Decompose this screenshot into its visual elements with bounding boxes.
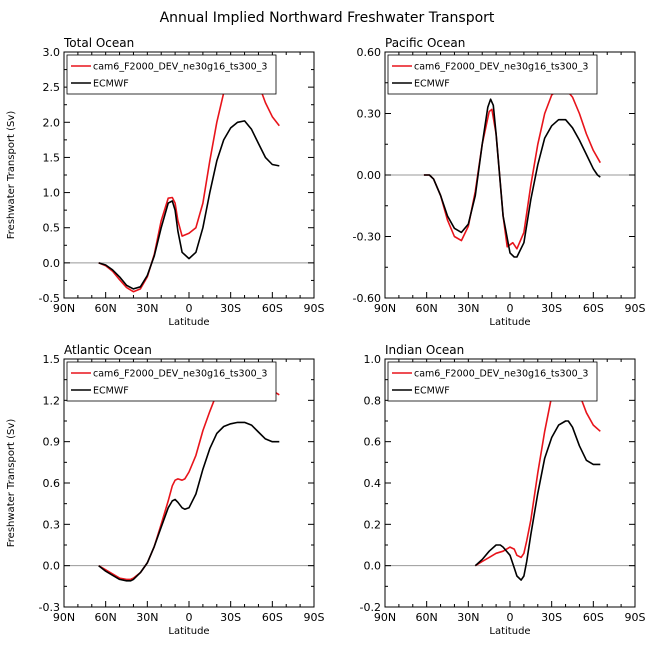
total-ocean-x-tick-label: 30N <box>136 302 158 315</box>
indian-ocean-x-tick-label: 0 <box>507 611 514 624</box>
indian-ocean-x-tick-label: 30S <box>541 611 562 624</box>
indian-ocean-y-tick-label: -0.2 <box>360 601 381 614</box>
pacific-ocean-legend: cam6_F2000_DEV_ne30g16_ts300_3 ECMWF <box>387 54 598 95</box>
total-ocean-y-tick-label: 1.5 <box>43 151 61 164</box>
indian-ocean-y-tick-label: 0.6 <box>364 436 382 449</box>
indian-ocean-legend-box <box>387 361 598 402</box>
atlantic-ocean-x-tick-label: 0 <box>186 611 193 624</box>
atlantic-ocean-y-tick-label: 1.5 <box>43 353 61 366</box>
atlantic-ocean-y-tick-label: -0.3 <box>39 601 60 614</box>
atlantic-ocean-x-tick-label: 60N <box>95 611 117 624</box>
indian-ocean-x-tick-label: 60S <box>583 611 604 624</box>
indian-ocean-y-tick-label: 1.0 <box>364 353 382 366</box>
total-ocean-y-tick-label: 0.5 <box>43 222 61 235</box>
indian-ocean-y-tick-label: 0.4 <box>364 477 382 490</box>
indian-ocean-y-tick-label: 0.0 <box>364 560 382 573</box>
atlantic-ocean-x-tick-label: 90N <box>53 611 75 624</box>
atlantic-ocean-chart: 90N 60N 30N 0 30S 60S 90S -0.3 0.0 0.3 0.6 0.9 1.2 1.… <box>6 343 325 637</box>
atlantic-ocean-legend-label: ECMWF <box>93 386 129 397</box>
atlantic-ocean-y-tick-label: 0.3 <box>43 518 61 531</box>
atlantic-ocean-legend-box <box>66 361 277 402</box>
indian-ocean-x-tick-label: 90N <box>374 611 396 624</box>
atlantic-ocean-y-tick-label: 0.6 <box>43 477 61 490</box>
atlantic-ocean-legend-label: cam6_F2000_DEV_ne30g16_ts300_3 <box>93 369 267 380</box>
total-ocean-x-label: Latitude <box>168 317 209 328</box>
atlantic-ocean-y-tick-label: 1.2 <box>43 394 61 407</box>
pacific-ocean-legend-box <box>387 54 598 95</box>
total-ocean-series-ecmwf <box>98 120 280 290</box>
pacific-ocean-y-tick-label: 0.30 <box>357 108 382 121</box>
total-ocean-y-tick-label: 2.5 <box>43 81 61 94</box>
total-ocean-y-tick-label: -0.5 <box>39 292 60 305</box>
indian-ocean-y-tick-label: 0.2 <box>364 518 382 531</box>
atlantic-ocean-series-ecmwf <box>98 421 280 582</box>
pacific-ocean-x-tick-label: 60N <box>416 302 438 315</box>
pacific-ocean-x-tick-label: 30N <box>457 302 479 315</box>
total-ocean-title: Total Ocean <box>63 36 134 50</box>
indian-ocean-legend: cam6_F2000_DEV_ne30g16_ts300_3 ECMWF <box>387 361 598 402</box>
pacific-ocean-x-tick-label: 60S <box>583 302 604 315</box>
pacific-ocean-chart: 90N 60N 30N 0 30S 60S 90S -0.60 -0.30 0.00 0.30 0.6… <box>353 36 646 328</box>
total-ocean-legend-label: ECMWF <box>93 79 129 90</box>
indian-ocean-title: Indian Ocean <box>385 343 464 357</box>
pacific-ocean-y-tick-label: 0.00 <box>357 169 382 182</box>
pacific-ocean-x-tick-label: 30S <box>541 302 562 315</box>
figure-title: Annual Implied Northward Freshwater Tran… <box>160 10 495 26</box>
total-ocean-x-tick-label: 30S <box>220 302 241 315</box>
indian-ocean-x-tick-label: 90S <box>625 611 646 624</box>
atlantic-ocean-x-tick-label: 60S <box>262 611 283 624</box>
total-ocean-y-tick-label: 3.0 <box>43 46 61 59</box>
total-ocean-x-tick-label: 90S <box>304 302 325 315</box>
total-ocean-y-tick-label: 0.0 <box>43 257 61 270</box>
total-ocean-legend-label: cam6_F2000_DEV_ne30g16_ts300_3 <box>93 62 267 73</box>
indian-ocean-y-tick-label: 0.8 <box>364 394 382 407</box>
atlantic-ocean-legend: cam6_F2000_DEV_ne30g16_ts300_3 ECMWF <box>66 361 277 402</box>
indian-ocean-chart: 90N 60N 30N 0 30S 60S 90S -0.2 0.0 0.2 0.4 0.6 0.8 1.… <box>360 343 646 637</box>
pacific-ocean-x-tick-label: 0 <box>507 302 514 315</box>
total-ocean-y-label: Freshwater Transport (Sv) <box>6 111 17 240</box>
pacific-ocean-x-label: Latitude <box>489 317 530 328</box>
total-ocean-x-tick-label: 0 <box>186 302 193 315</box>
atlantic-ocean-y-tick-label: 0.9 <box>43 436 61 449</box>
pacific-ocean-series-ecmwf <box>423 98 601 258</box>
indian-ocean-x-tick-label: 30N <box>457 611 479 624</box>
indian-ocean-series-ecmwf <box>474 420 601 581</box>
total-ocean-x-tick-label: 60N <box>95 302 117 315</box>
atlantic-ocean-x-label: Latitude <box>168 626 209 637</box>
total-ocean-y-tick-label: 1.0 <box>43 187 61 200</box>
atlantic-ocean-y-label: Freshwater Transport (Sv) <box>6 419 17 548</box>
indian-ocean-legend-label: ECMWF <box>414 386 450 397</box>
indian-ocean-x-tick-label: 60N <box>416 611 438 624</box>
indian-ocean-x-label: Latitude <box>489 626 530 637</box>
pacific-ocean-y-tick-label: 0.60 <box>357 46 382 59</box>
atlantic-ocean-x-tick-label: 90S <box>304 611 325 624</box>
pacific-ocean-title: Pacific Ocean <box>385 36 465 50</box>
total-ocean-chart: 90N 60N 30N 0 30S 60S 90S -0.5 0.0 0.5 1.0 1.5 2.0 2.… <box>6 36 325 328</box>
pacific-ocean-x-tick-label: 90N <box>374 302 396 315</box>
total-ocean-legend: cam6_F2000_DEV_ne30g16_ts300_3 ECMWF <box>66 54 277 95</box>
atlantic-ocean-title: Atlantic Ocean <box>64 343 152 357</box>
total-ocean-legend-box <box>66 54 277 95</box>
total-ocean-x-tick-label: 90N <box>53 302 75 315</box>
atlantic-ocean-y-tick-label: 0.0 <box>43 560 61 573</box>
pacific-ocean-y-tick-label: -0.60 <box>353 292 381 305</box>
pacific-ocean-x-tick-label: 90S <box>625 302 646 315</box>
pacific-ocean-legend-label: ECMWF <box>414 79 450 90</box>
atlantic-ocean-x-tick-label: 30S <box>220 611 241 624</box>
total-ocean-x-tick-label: 60S <box>262 302 283 315</box>
atlantic-ocean-x-tick-label: 30N <box>136 611 158 624</box>
indian-ocean-legend-label: cam6_F2000_DEV_ne30g16_ts300_3 <box>414 369 588 380</box>
pacific-ocean-y-tick-label: -0.30 <box>353 231 381 244</box>
pacific-ocean-legend-label: cam6_F2000_DEV_ne30g16_ts300_3 <box>414 62 588 73</box>
total-ocean-y-tick-label: 2.0 <box>43 116 61 129</box>
